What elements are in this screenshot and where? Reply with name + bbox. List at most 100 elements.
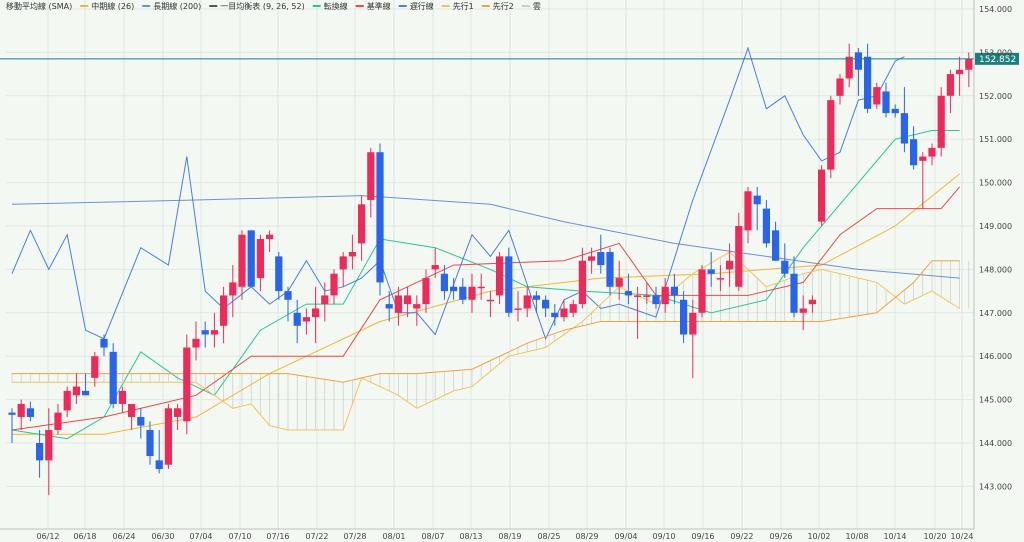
legend-item: 先行2 (481, 1, 514, 11)
y-tick-label: 152.000 (979, 92, 1012, 101)
candle-body (597, 252, 605, 266)
candle-body (707, 269, 715, 274)
candle-body (302, 317, 310, 322)
candle-body (946, 74, 954, 96)
candle-body (496, 256, 504, 296)
x-tick-label: 09/10 (652, 532, 675, 541)
x-tick-label: 10/24 (950, 532, 973, 541)
x-tick-label: 10/02 (807, 532, 830, 541)
candle-body (578, 260, 586, 305)
legend-label: 転換線 (324, 1, 348, 11)
candle-body (91, 356, 99, 378)
y-tick-label: 151.000 (979, 135, 1012, 144)
candle-body (615, 278, 623, 287)
candle-body (588, 256, 596, 261)
x-tick-label: 10/08 (845, 532, 868, 541)
candle-body (118, 390, 126, 404)
candle-body (726, 260, 734, 270)
candle-body (8, 412, 16, 415)
x-tick-label: 09/04 (614, 532, 637, 541)
candle-body (873, 87, 881, 105)
legend-item: 遅行線 (398, 1, 434, 11)
candle-body (772, 230, 780, 261)
candle-body (26, 408, 34, 417)
legend-item: 移動平均線 (SMA) (6, 1, 72, 11)
legend-item: 転換線 (312, 1, 348, 11)
candle-body (624, 291, 632, 296)
candle-body (128, 403, 136, 417)
candle-body (900, 113, 908, 144)
series-line-long (11, 195, 960, 279)
candle-body (459, 286, 467, 300)
candle-body (321, 295, 329, 305)
candle-body (339, 256, 347, 270)
x-tick-label: 10/20 (923, 532, 946, 541)
x-tick-label: 08/29 (575, 532, 598, 541)
candle-body (845, 56, 853, 79)
candle-body (72, 386, 80, 396)
candle-body (689, 312, 697, 335)
candle-body (799, 308, 807, 313)
series-line-senkou2 (12, 260, 960, 383)
candle-body (450, 286, 458, 292)
candle-body (174, 408, 182, 417)
candle-body (532, 295, 540, 300)
candle-body (486, 299, 494, 302)
y-tick-label: 150.000 (979, 179, 1012, 188)
candle-body (330, 273, 338, 296)
candle-body (965, 58, 973, 70)
candle-body (560, 308, 568, 318)
legend-item: 長期線 (200) (142, 1, 201, 11)
candle-body (569, 304, 577, 313)
candle-body (928, 147, 936, 157)
candle-body (155, 460, 163, 470)
series-line-chikou (11, 46, 905, 341)
candle-body (210, 330, 218, 335)
candle-body (348, 252, 356, 257)
y-tick-label: 146.000 (979, 352, 1012, 361)
candle-body (827, 100, 835, 170)
series-line-senkou1 (12, 251, 960, 431)
x-tick-label: 06/30 (151, 532, 174, 541)
x-axis: 06/12 06/18 06/24 06/30 07/04 07/10 07/16 07/22… (0, 528, 974, 541)
candle-body (891, 108, 899, 114)
x-tick-label: 06/12 (36, 532, 59, 541)
legend-item: 基準線 (355, 1, 391, 11)
legend-label: 移動平均線 (SMA) (6, 1, 72, 11)
candle-body (358, 204, 366, 244)
x-tick-label: 06/24 (112, 532, 135, 541)
x-tick-label: 08/25 (537, 532, 560, 541)
y-tick-label: 145.000 (979, 396, 1012, 405)
y-tick-label: 149.000 (979, 222, 1012, 231)
candle-body (266, 234, 274, 240)
legend-item: 一目均衡表 (9, 26, 52) (209, 1, 305, 11)
candle-body (661, 286, 669, 305)
x-tick-label: 09/16 (691, 532, 714, 541)
candle-body (146, 429, 154, 457)
candle-body (790, 273, 798, 313)
x-tick-label: 06/18 (73, 532, 96, 541)
legend: 移動平均線 (SMA) 中期線 (26) 長期線 (200) 一目均衡表 (9, 26… (6, 1, 541, 11)
y-axis: 143.000 144.000 145.000 146.000 147.000 148.0… (973, 0, 1012, 529)
legend-label: 遅行線 (410, 1, 434, 11)
legend-label: 雲 (533, 2, 541, 11)
series-line-mid (12, 173, 960, 435)
candle-body (937, 95, 945, 148)
candle-body (634, 295, 642, 297)
candle-body (63, 390, 71, 411)
candle-body (312, 308, 320, 318)
y-tick-label: 147.000 (979, 309, 1012, 318)
candle-body (238, 234, 246, 287)
x-tick-label: 07/04 (189, 532, 212, 541)
candle-body (100, 338, 108, 348)
legend-label: 長期線 (200) (153, 1, 201, 11)
legend-label: 先行1 (453, 1, 474, 11)
candle-body (229, 282, 237, 296)
candle-body (956, 69, 964, 75)
x-tick-label: 07/22 (305, 532, 328, 541)
candle-body (422, 278, 430, 305)
candle-body (17, 403, 25, 417)
x-tick-label: 07/28 (343, 532, 366, 541)
candle-body (468, 286, 476, 300)
